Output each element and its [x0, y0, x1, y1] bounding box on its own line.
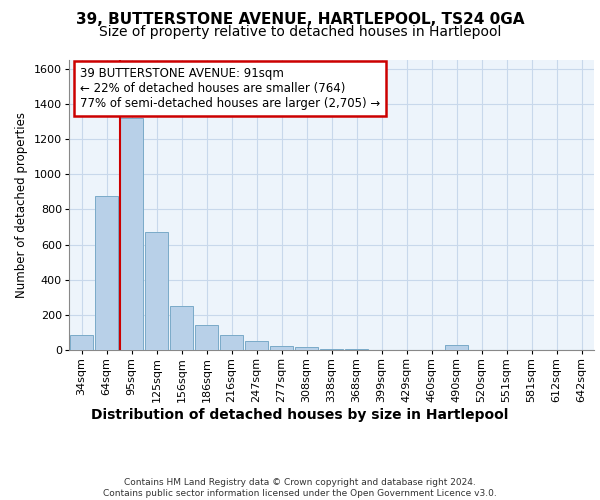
Text: Distribution of detached houses by size in Hartlepool: Distribution of detached houses by size … — [91, 408, 509, 422]
Bar — [70, 334, 93, 350]
Bar — [245, 340, 268, 350]
Bar — [295, 347, 318, 350]
Bar — [170, 306, 193, 350]
Bar — [270, 346, 293, 350]
Text: 39 BUTTERSTONE AVENUE: 91sqm
← 22% of detached houses are smaller (764)
77% of s: 39 BUTTERSTONE AVENUE: 91sqm ← 22% of de… — [79, 68, 380, 110]
Bar — [95, 196, 118, 350]
Bar — [445, 344, 468, 350]
Text: Size of property relative to detached houses in Hartlepool: Size of property relative to detached ho… — [99, 25, 501, 39]
Y-axis label: Number of detached properties: Number of detached properties — [16, 112, 28, 298]
Text: Contains HM Land Registry data © Crown copyright and database right 2024.
Contai: Contains HM Land Registry data © Crown c… — [103, 478, 497, 498]
Bar — [220, 334, 243, 350]
Bar — [195, 325, 218, 350]
Bar — [120, 118, 143, 350]
Bar — [145, 232, 168, 350]
Text: 39, BUTTERSTONE AVENUE, HARTLEPOOL, TS24 0GA: 39, BUTTERSTONE AVENUE, HARTLEPOOL, TS24… — [76, 12, 524, 28]
Bar — [320, 349, 343, 350]
